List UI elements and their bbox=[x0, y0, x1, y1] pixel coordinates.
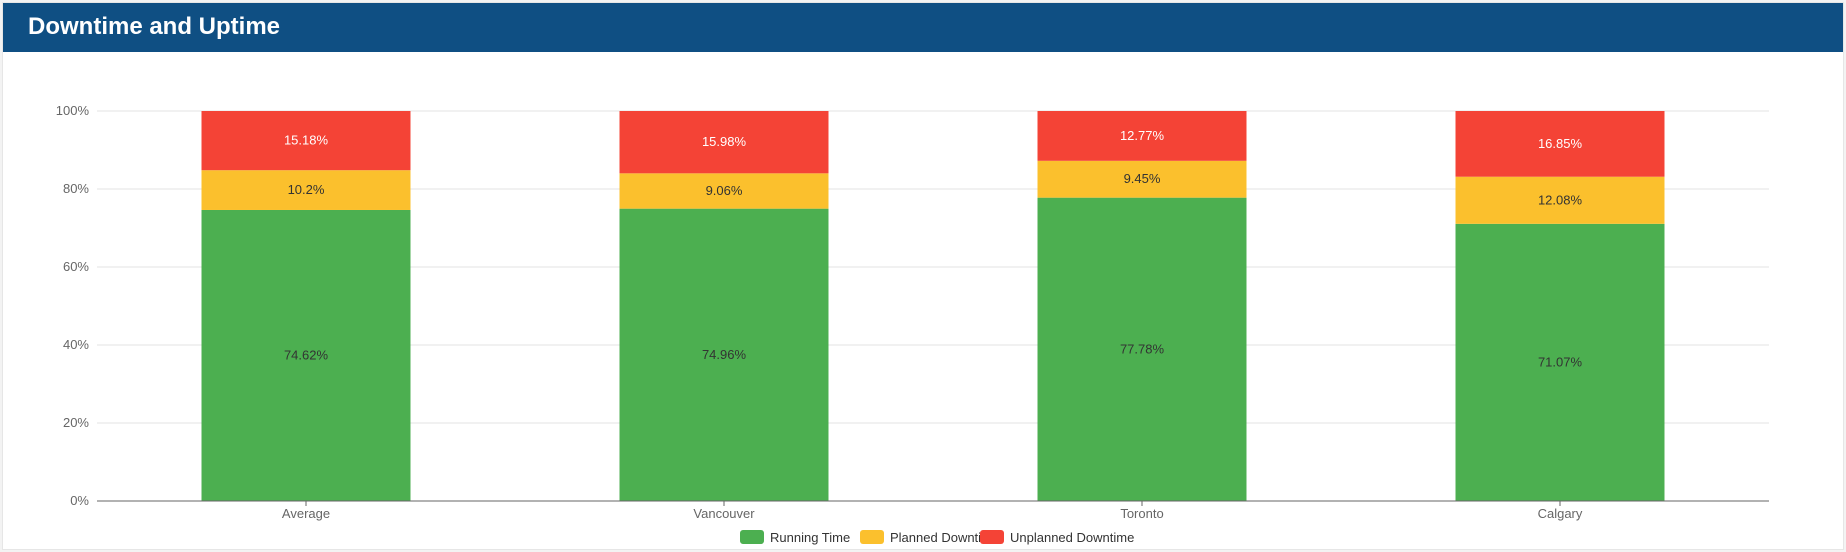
legend-label[interactable]: Planned Downtime bbox=[890, 530, 999, 545]
data-label: 16.85% bbox=[1538, 136, 1583, 151]
legend-label[interactable]: Running Time bbox=[770, 530, 850, 545]
legend-swatch[interactable] bbox=[980, 530, 1004, 544]
bar-segment bbox=[1455, 223, 1665, 501]
data-label: 9.06% bbox=[706, 183, 743, 198]
bar-segment bbox=[619, 111, 829, 174]
bar-segment bbox=[201, 209, 411, 501]
data-label: 10.2% bbox=[288, 182, 325, 197]
bar-segment bbox=[1037, 160, 1247, 198]
y-tick-label: 20% bbox=[63, 415, 89, 430]
data-label: 77.78% bbox=[1120, 341, 1165, 356]
bar-segment bbox=[1455, 176, 1665, 224]
legend-swatch[interactable] bbox=[740, 530, 764, 544]
page-title: Downtime and Uptime bbox=[28, 13, 281, 40]
legend-swatch[interactable] bbox=[860, 530, 884, 544]
data-label: 74.96% bbox=[702, 347, 747, 362]
bar-segment bbox=[619, 208, 829, 501]
bar-segment bbox=[201, 170, 411, 210]
data-label: 74.62% bbox=[284, 347, 329, 362]
y-tick-label: 80% bbox=[63, 181, 89, 196]
data-label: 15.98% bbox=[702, 134, 747, 149]
x-tick-label: Vancouver bbox=[693, 506, 755, 521]
bar-segment bbox=[1037, 197, 1247, 501]
y-tick-label: 100% bbox=[56, 103, 90, 118]
x-tick-label: Calgary bbox=[1538, 506, 1583, 521]
y-tick-label: 60% bbox=[63, 259, 89, 274]
data-label: 12.77% bbox=[1120, 128, 1165, 143]
x-tick-label: Average bbox=[282, 506, 330, 521]
x-tick-label: Toronto bbox=[1120, 506, 1163, 521]
legend-label[interactable]: Unplanned Downtime bbox=[1010, 530, 1134, 545]
data-label: 9.45% bbox=[1124, 171, 1161, 186]
y-tick-label: 0% bbox=[70, 493, 89, 508]
bar-segment bbox=[1455, 111, 1665, 177]
panel-header: Downtime and Uptime bbox=[3, 3, 1843, 52]
bar-segment bbox=[201, 111, 411, 171]
data-label: 15.18% bbox=[284, 133, 329, 148]
y-tick-label: 40% bbox=[63, 337, 89, 352]
data-label: 71.07% bbox=[1538, 354, 1583, 369]
bar-segment bbox=[1037, 111, 1247, 161]
bar-segment bbox=[619, 173, 829, 209]
data-label: 12.08% bbox=[1538, 192, 1583, 207]
